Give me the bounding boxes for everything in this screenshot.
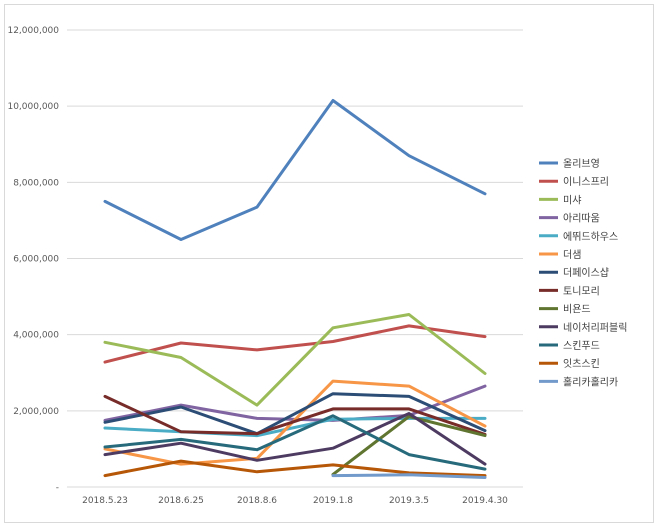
series-line [103,99,487,241]
x-axis-ticks: 2018.5.23 2018.6.25 2018.8.6 2019.1.8 2019.3… [82,496,508,506]
grid-lines [67,29,523,488]
series-lines [103,99,487,479]
chart-frame [4,4,654,523]
legend: 올리브영이니스프리미샤아리따움에뛰드하우스더샘더페이스샵토니모리비욘드네이처리퍼… [539,158,627,388]
series-line [103,394,487,436]
legend-label: 비욘드 [563,304,591,316]
y-tick-label: 6,000,000 [13,255,59,265]
legend-label: 아리따움 [563,213,600,225]
legend-label: 이니스프리 [563,176,609,188]
series-line [331,415,487,476]
y-tick-label: 8,000,000 [13,178,59,188]
legend-label: 잇츠스킨 [563,358,600,370]
legend-label: 더샘 [563,249,581,261]
y-tick-label: 10,000,000 [7,102,59,112]
legend-label: 홀리카홀리카 [563,375,618,388]
series-line [103,459,487,478]
x-tick-label: 2019.1.8 [313,496,353,506]
series-line [103,392,487,436]
legend-label: 에뛰드하우스 [563,230,618,243]
x-tick-label: 2019.3.5 [389,496,429,506]
x-tick-label: 2018.6.25 [158,496,204,506]
y-tick-label: - [56,483,59,493]
x-tick-label: 2018.5.23 [82,496,128,506]
series-line [103,412,487,466]
x-tick-label: 2018.8.6 [237,496,277,506]
series-line [103,313,487,407]
legend-label: 스킨푸드 [563,340,600,352]
legend-label: 네이처리퍼블릭 [563,322,627,334]
legend-label: 토니모리 [563,285,600,297]
y-axis-ticks: - 2,000,000 4,000,000 6,000,000 8,000,000 10,… [7,26,59,493]
legend-label: 올리브영 [563,158,600,170]
y-tick-label: 4,000,000 [13,331,59,341]
series-line [103,324,487,364]
y-tick-label: 2,000,000 [13,407,59,417]
series-line [103,414,487,471]
x-tick-label: 2019.4.30 [462,496,508,506]
series-line [331,473,487,479]
legend-label: 더페이스샵 [563,267,609,279]
y-tick-label: 12,000,000 [7,26,59,36]
legend-label: 미샤 [563,194,581,206]
